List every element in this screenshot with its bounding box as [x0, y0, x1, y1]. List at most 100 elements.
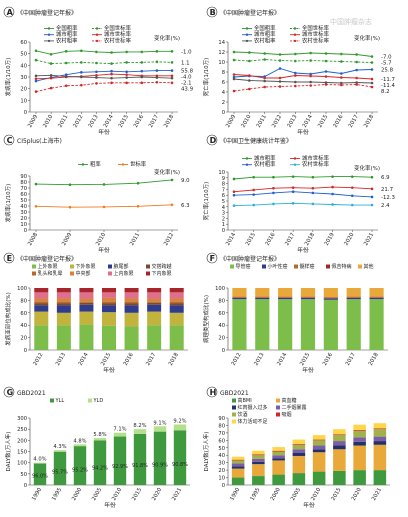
change-rate-label: -11.4: [381, 83, 396, 89]
x-tick-label: 2012: [73, 114, 85, 129]
data-point: [110, 51, 113, 54]
legend-label: 导管癌: [236, 263, 251, 270]
bar-inner-label: 92.9%: [112, 464, 128, 470]
x-axis-label: 年份: [98, 128, 110, 136]
data-point: [232, 73, 236, 76]
bar-inner-label: 91.8%: [132, 463, 148, 469]
data-point: [49, 86, 53, 90]
bar-segment: [333, 441, 346, 446]
legend-swatch: [88, 398, 92, 403]
bar-segment: [232, 288, 247, 297]
y-tick-label: 10: [218, 170, 225, 176]
bar-segment: [346, 297, 361, 300]
data-point: [80, 49, 83, 53]
series-line: [35, 73, 172, 80]
legend-swatch: [276, 405, 280, 410]
bar-segment: [353, 437, 366, 442]
bar-segment: [124, 298, 139, 302]
legend-label: 中央部: [76, 270, 91, 277]
change-rate-label: 8.2: [381, 89, 390, 95]
bar-segment: [278, 299, 293, 350]
data-point: [102, 183, 106, 186]
y-tick-label: 0: [24, 483, 27, 489]
legend-swatch: [108, 264, 112, 269]
bar-segment: [147, 302, 162, 305]
legend-label: 城市粗率: [254, 30, 276, 38]
legend-label: 髓样癌: [300, 263, 315, 270]
data-point: [64, 61, 68, 65]
bar-segment: [373, 441, 387, 445]
x-tick-label: 2021: [371, 487, 383, 502]
data-point: [110, 76, 113, 80]
legend-marker: [47, 27, 51, 30]
bar-segment: [56, 305, 71, 313]
bar-segment: [102, 305, 116, 313]
legend-swatch: [276, 398, 280, 403]
data-point: [263, 52, 266, 55]
data-point: [355, 53, 358, 56]
x-tick-label: 2005: [91, 487, 103, 502]
bar-segment: [255, 296, 270, 298]
data-point: [311, 186, 315, 190]
bar-segment: [79, 288, 94, 293]
data-point: [34, 77, 38, 81]
bar-segment: [169, 301, 184, 304]
bar-segment: [169, 288, 184, 293]
data-point: [263, 58, 266, 61]
data-point: [294, 59, 297, 63]
bar-segment: [133, 429, 147, 434]
data-point: [170, 203, 174, 207]
data-point: [110, 69, 113, 73]
y-tick-label: 0: [222, 348, 225, 354]
panel-letter-circle: [206, 252, 218, 264]
legend-label: 农村粗率: [254, 36, 276, 44]
x-tick-label: 2017: [348, 114, 360, 129]
bar-segment: [252, 455, 265, 459]
x-tick-label: 2016: [133, 114, 145, 129]
data-point: [272, 175, 275, 179]
x-tick-label: 2013: [287, 114, 299, 129]
bar-segment: [346, 296, 361, 298]
bar-segment: [232, 297, 247, 300]
x-tick-label: 2000: [270, 487, 282, 502]
data-point: [355, 68, 358, 72]
data-point: [34, 58, 38, 62]
x-tick-label: 2012: [271, 114, 283, 129]
y-tick-label: 0: [222, 228, 225, 234]
bar-segment: [323, 297, 338, 299]
legend-label: 城市世标率: [104, 30, 132, 38]
legend-marker: [245, 157, 249, 160]
bar-segment: [34, 288, 49, 293]
change-rate-header: 变化率(%): [354, 164, 380, 172]
data-point: [340, 60, 343, 63]
panel-letter: D: [210, 136, 217, 145]
bar-segment: [323, 298, 338, 300]
x-tick-label: 2017: [148, 114, 160, 129]
bar-inner-label: 95.7%: [52, 469, 68, 475]
panel-letter-circle: [3, 386, 15, 398]
bar-segment: [102, 297, 116, 302]
y-tick-label: 40: [20, 63, 27, 69]
legend-label: 全国粗率: [56, 24, 78, 32]
bar-top-label: 9.2%: [173, 418, 186, 424]
bar-segment: [312, 452, 326, 472]
data-point: [370, 175, 374, 179]
bar-segment: [292, 449, 306, 453]
bar-segment: [124, 301, 139, 304]
x-tick-label: 2015: [317, 114, 329, 129]
bar-inner-label: 96.0%: [32, 473, 48, 479]
bar-segment: [333, 445, 346, 450]
legend-label: 上外象限: [38, 263, 58, 270]
change-rate-label: -4.0: [181, 75, 192, 81]
legend-swatch: [70, 271, 74, 276]
data-point: [252, 193, 256, 196]
y-tick-label: 0: [24, 348, 27, 354]
x-tick-label: 2014: [276, 352, 288, 367]
x-tick-label: 2000: [71, 487, 83, 502]
data-point: [248, 59, 251, 63]
bar-segment: [56, 303, 71, 306]
legend-label: 城市粗率: [56, 30, 78, 38]
panel-letter-circle: [3, 6, 15, 18]
bar-segment: [79, 298, 94, 302]
data-point: [102, 205, 106, 209]
